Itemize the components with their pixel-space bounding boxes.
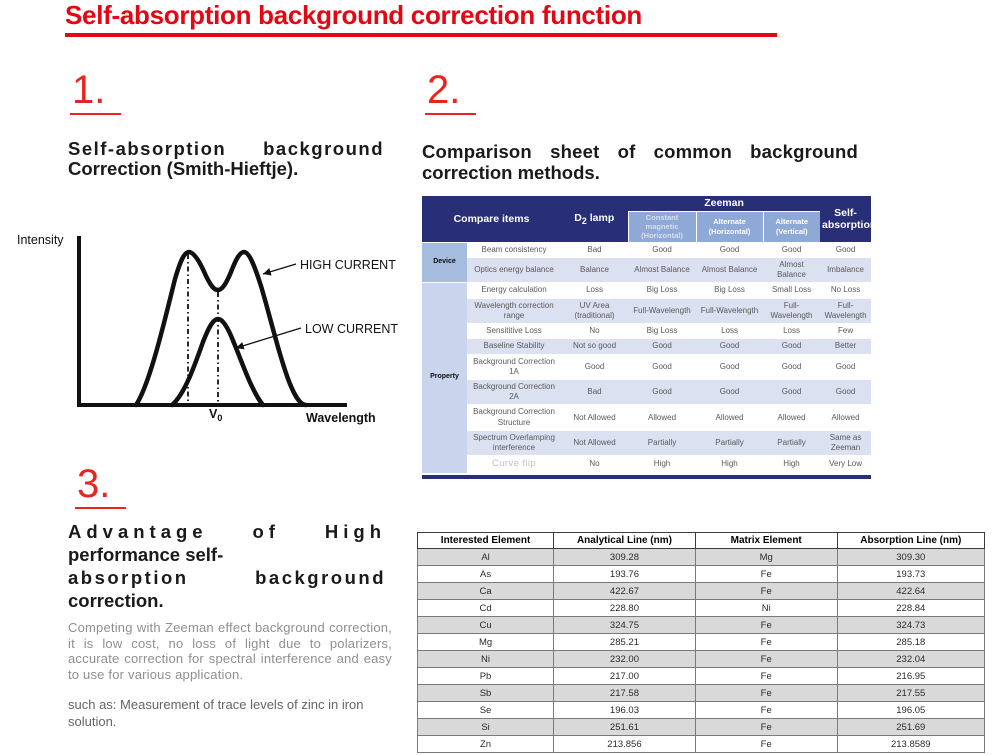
- heading-line: Comparison sheet of common background: [422, 141, 858, 162]
- col-interested-element: Interested Element: [416, 532, 555, 549]
- heading-line: correction.: [68, 590, 164, 611]
- col-d2-lamp: D2 lamp: [561, 196, 629, 243]
- comparison-table: Compare items D2 lamp Zeeman Self-absorpt…: [422, 196, 876, 474]
- group-device: Device: [422, 242, 467, 284]
- col-matrix-element: Matrix Element: [694, 532, 838, 549]
- table-row: Optics energy balance Balance Almost Bal…: [422, 257, 872, 284]
- comparison-table-wrap: Compare items D2 lamp Zeeman Self-absorpt…: [422, 196, 876, 479]
- table-row: Baseline Stability Not so good Good Good…: [422, 338, 872, 355]
- element-lines-table: Interested Element Analytical Line (nm) …: [416, 532, 986, 753]
- heading-line: absorption background: [68, 567, 386, 588]
- table-row: Pb 217.00 Fe 216.95: [416, 667, 986, 685]
- x-tick-v0: V0: [209, 407, 222, 423]
- section-3-heading: Advantage of High performance self- abso…: [68, 520, 386, 612]
- heading-line: Correction (Smith-Hieftje).: [68, 158, 299, 179]
- row-label: Optics energy balance: [467, 257, 562, 284]
- col-zeeman-constant-horizontal: Constant magnetic (Horizontal): [627, 211, 697, 243]
- x-axis-label: Wavelength: [306, 411, 376, 425]
- section-1-heading: Self-absorption background Correction (S…: [68, 139, 384, 179]
- table-row: Se 196.03 Fe 196.05: [416, 701, 986, 719]
- row-label: Baseline Stability: [467, 338, 562, 355]
- table-row: Wavelength correction range UV Area (tra…: [422, 298, 872, 325]
- table-row: Mg 285.21 Fe 285.18: [416, 633, 986, 651]
- col-zeeman-alternate-horizontal: Alternate (Horizontal): [695, 211, 764, 243]
- table-row: Al 309.28 Mg 309.30: [416, 548, 986, 566]
- page-title: Self-absorption background correction fu…: [65, 0, 643, 30]
- col-analytical-line: Analytical Line (nm): [553, 532, 696, 549]
- table-row: Background Correction 2A Bad Good Good G…: [422, 379, 872, 406]
- section-3-number: 3.: [75, 464, 127, 509]
- table-row: Sb 217.58 Fe 217.55: [416, 684, 986, 702]
- col-self-absorption: Self-absorption: [820, 196, 876, 243]
- table-row: As 193.76 Fe 193.73: [416, 565, 986, 583]
- table-row: Zn 213.856 Fe 213.8589: [416, 735, 986, 753]
- element-header-row: Interested Element Analytical Line (nm) …: [416, 532, 986, 549]
- row-label: Curve flip: [467, 455, 562, 474]
- row-label: Wavelength correction range: [467, 298, 562, 325]
- header-row-2: Constant magnetic (Horizontal) Alternate…: [422, 211, 871, 243]
- high-current-curve: [133, 249, 309, 408]
- heading-line: performance self-: [68, 544, 224, 565]
- table-row: Cu 324.75 Fe 324.73: [416, 616, 986, 634]
- y-axis-label: Intensity: [17, 233, 64, 247]
- table-row: Cd 228.80 Ni 228.84: [416, 599, 986, 617]
- section-1-number: 1.: [70, 70, 122, 115]
- table-row: Ca 422.67 Fe 422.64: [416, 582, 986, 600]
- advantage-paragraph: Competing with Zeeman effect background …: [68, 620, 392, 682]
- high-current-arrow: [262, 263, 297, 276]
- row-label: Energy calculation: [467, 282, 562, 299]
- table-row: Background Correction 1A Good Good Good …: [422, 354, 872, 380]
- example-paragraph: such as: Measurement of trace levels of …: [68, 697, 364, 729]
- section-2-number: 2.: [425, 70, 477, 115]
- table-row: Sensititive Loss No Big Loss Loss Loss F…: [422, 323, 872, 340]
- table-row: Property Energy calculation Loss Big Los…: [422, 282, 872, 474]
- row-label: Sensititive Loss: [467, 323, 562, 340]
- row-label: Beam consistency: [467, 242, 562, 258]
- col-zeeman: Zeeman: [628, 196, 821, 212]
- section-2-heading: Comparison sheet of common background co…: [422, 141, 858, 183]
- heading-line: Self-absorption background: [68, 138, 384, 159]
- col-zeeman-alternate-vertical: Alternate (Vertical): [762, 211, 821, 243]
- heading-line: Advantage of High: [68, 521, 386, 542]
- heading-line: correction methods.: [422, 162, 600, 183]
- table-row: Spectrum Overlamping interference Not Al…: [422, 430, 872, 457]
- title-underline: [65, 33, 777, 37]
- col-absorption-line: Absorption Line (nm): [836, 532, 986, 549]
- group-property: Property: [422, 282, 467, 474]
- row-label: Background Correction 2A: [467, 379, 562, 406]
- table-row: Ni 232.00 Fe 232.04: [416, 650, 986, 668]
- row-label: Background Correction Structure: [467, 404, 562, 431]
- spectral-profile-figure: Intensity HIGH CURRENT LOW CURRENT V0 Wa…: [17, 233, 398, 425]
- table-row: Background Correction Structure Not Allo…: [422, 404, 872, 431]
- low-current-arrow: [235, 327, 302, 350]
- table-row: Curve flip No High High High Very Low: [422, 455, 872, 474]
- table-row: Si 251.61 Fe 251.69: [416, 718, 986, 736]
- row-label: Spectrum Overlamping interference: [467, 430, 562, 457]
- low-current-label: LOW CURRENT: [305, 322, 398, 336]
- table-bottom-rule: [422, 474, 871, 479]
- high-current-label: HIGH CURRENT: [300, 258, 396, 272]
- table-row: Device Beam consistency Bad Good Good Go…: [422, 242, 872, 284]
- row-label: Background Correction 1A: [467, 354, 562, 380]
- col-compare-items: Compare items: [422, 196, 562, 243]
- header-row-1: Compare items D2 lamp Zeeman Self-absorpt…: [422, 196, 876, 243]
